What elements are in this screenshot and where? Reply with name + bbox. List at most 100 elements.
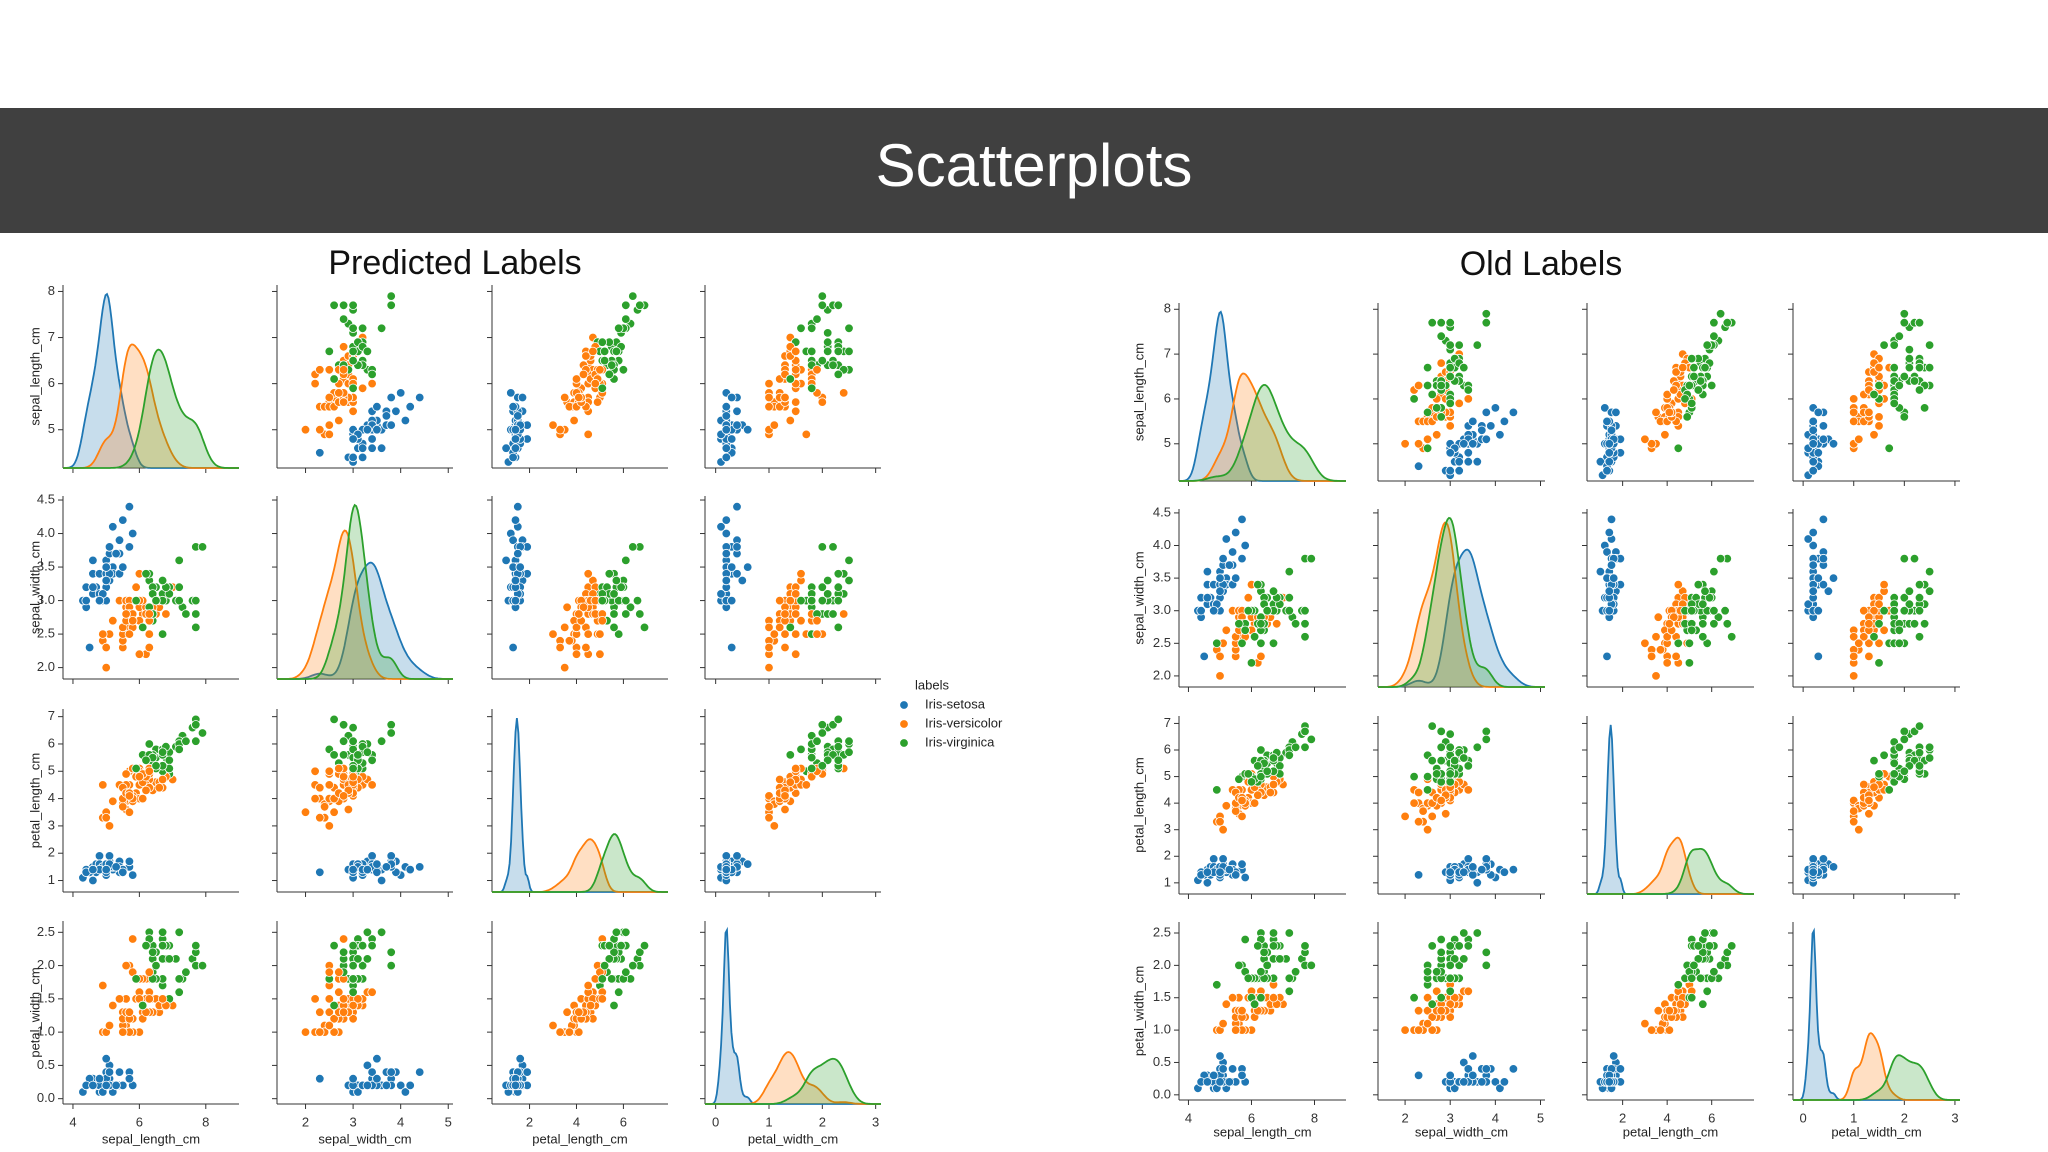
scatter-point	[1253, 761, 1263, 771]
y-tick-label: 1.5	[1153, 989, 1171, 1004]
scatter-point	[775, 774, 785, 785]
scatter-point	[1828, 862, 1839, 872]
scatter-point	[324, 1007, 335, 1017]
scatter-point	[101, 1080, 111, 1091]
x-tick-label: 0	[1800, 1110, 1807, 1125]
scatter-point	[141, 785, 151, 796]
scatter-point	[721, 452, 732, 463]
scatter-point	[108, 522, 118, 532]
scatter-point	[1684, 658, 1695, 668]
kde-area	[1587, 837, 1754, 894]
x-tick-label: 5	[445, 1114, 452, 1129]
scatter-point	[609, 622, 619, 633]
scatter-point	[1268, 779, 1279, 790]
scatter-point	[1651, 632, 1661, 642]
scatter-point	[1463, 448, 1474, 458]
scatter-point	[1899, 726, 1910, 737]
scatter-point	[1660, 430, 1670, 440]
scatter-point	[621, 314, 631, 324]
kde-area	[705, 1052, 881, 1104]
scatter-point	[791, 365, 801, 375]
scatter-point	[310, 994, 320, 1004]
scatter-point	[1422, 380, 1433, 391]
scatter-point	[1914, 748, 1925, 758]
kde-area	[705, 1058, 881, 1104]
scatter-point	[386, 728, 396, 738]
scatter-point	[1237, 638, 1247, 649]
scatter-point	[348, 864, 358, 875]
scatter-point	[121, 769, 131, 779]
scatter-point	[1884, 785, 1894, 795]
scatter-point	[1602, 466, 1612, 476]
x-tick-label: 4	[1664, 1110, 1671, 1125]
scatter-point	[1454, 457, 1464, 467]
scatter-point	[1859, 632, 1869, 642]
x-tick-label: 1	[765, 1114, 772, 1129]
scatter-point	[791, 397, 801, 407]
scatter-point	[1445, 1070, 1455, 1081]
y-tick-label: 5	[48, 763, 55, 778]
scatter-point	[1499, 867, 1510, 877]
scatter-point	[607, 360, 617, 370]
scatter-point	[98, 780, 108, 790]
scatter-point	[1400, 439, 1410, 449]
scatter-point	[362, 1060, 373, 1071]
scatter-point	[1436, 947, 1446, 958]
scatter-point	[1808, 586, 1818, 596]
scatter-point	[1499, 416, 1510, 427]
scatter-point	[828, 360, 838, 370]
scatter-point	[635, 947, 645, 958]
scatter-point	[597, 383, 608, 394]
y-tick-label: 4.5	[37, 491, 55, 506]
scatter-point	[1454, 941, 1464, 951]
scatter-point	[828, 609, 838, 619]
scatter-point	[844, 323, 854, 334]
scatter-point	[621, 927, 631, 938]
scatter-point	[386, 960, 396, 971]
scatter-point	[1490, 403, 1501, 413]
scatter-point	[1709, 619, 1719, 629]
scatter-point	[1234, 774, 1244, 784]
y-tick-label: 4.5	[1153, 504, 1171, 519]
scatter-point	[574, 392, 584, 403]
scatter-point	[1459, 867, 1469, 877]
scatter-point	[101, 662, 111, 673]
scatter-point	[181, 967, 191, 977]
scatter-point	[348, 323, 358, 334]
y-tick-label: 0.5	[1153, 1054, 1171, 1069]
scatter-point	[823, 346, 833, 357]
scatter-point	[1472, 340, 1483, 350]
scatter-point	[118, 1027, 128, 1037]
scatter-point	[791, 609, 801, 619]
scatter-point	[137, 793, 148, 804]
scatter-point	[1874, 638, 1884, 649]
scatter-point	[1889, 769, 1899, 779]
scatter-point	[154, 783, 165, 793]
scatter-point	[124, 791, 135, 801]
x-tick-label: 4	[69, 1114, 76, 1129]
scatter-point	[581, 642, 591, 653]
scatter-point	[807, 383, 817, 394]
scatter-point	[1653, 612, 1664, 622]
scatter-point	[157, 994, 168, 1004]
scatter-point	[1869, 782, 1879, 792]
scatter-point	[111, 548, 121, 559]
scatter-point	[1422, 407, 1433, 418]
scatter-point	[1212, 785, 1222, 795]
scatter-point	[1914, 318, 1925, 328]
scatter-point	[1615, 1064, 1626, 1074]
scatter-point	[1290, 619, 1301, 629]
scatter-point	[732, 420, 742, 430]
scatter-point	[716, 589, 726, 599]
scatter-point	[1445, 729, 1455, 739]
scatter-point	[614, 323, 624, 334]
scatter-point	[1604, 457, 1615, 467]
kde-area	[1179, 311, 1346, 481]
scatter-point	[1664, 1006, 1675, 1016]
scatter-point	[611, 927, 622, 938]
y-axis-label: petal_length_cm	[27, 753, 42, 848]
scatter-point	[348, 300, 358, 311]
scatter-point	[1808, 416, 1818, 427]
scatter-point	[324, 420, 335, 430]
